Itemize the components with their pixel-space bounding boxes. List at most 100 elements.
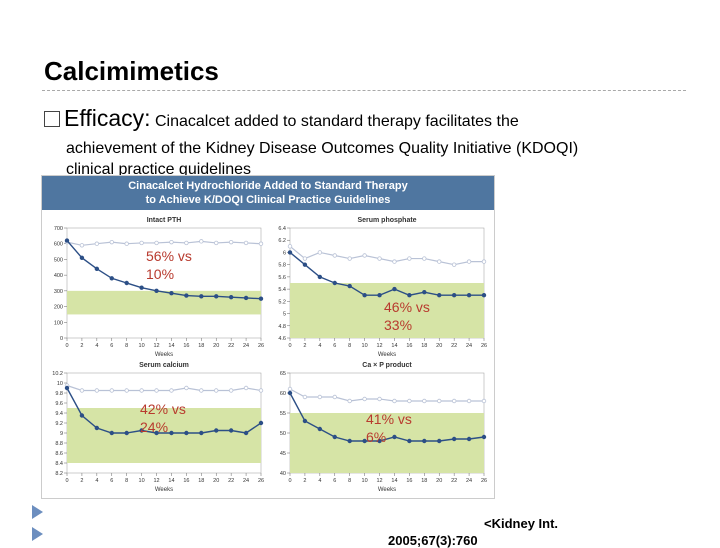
data-point-control xyxy=(228,388,234,393)
series-line-control xyxy=(289,388,484,402)
annotation-pth: 56% vs 10% xyxy=(146,248,192,282)
y-tick-label: 9.4 xyxy=(55,411,63,417)
x-tick-label: 20 xyxy=(213,343,219,349)
data-point-control xyxy=(422,256,427,261)
data-point-control xyxy=(109,239,114,245)
x-tick-label: 18 xyxy=(198,478,204,484)
citation: <Kidney Int. xyxy=(484,516,559,531)
x-tick-label: 14 xyxy=(391,343,397,349)
data-point-cinacalcet xyxy=(228,428,234,433)
data-point-control xyxy=(228,239,234,245)
data-point-control xyxy=(258,388,264,393)
data-point-cinacalcet xyxy=(154,288,159,294)
data-point-cinacalcet xyxy=(64,238,70,243)
y-tick-label: 5.6 xyxy=(278,275,286,281)
y-tick-label: 200 xyxy=(54,305,63,311)
data-point-control xyxy=(79,388,85,393)
arrow-bullet-icon xyxy=(32,527,43,541)
x-tick-label: 24 xyxy=(243,343,249,349)
y-tick-label: 5.2 xyxy=(278,299,286,305)
x-tick-label: 14 xyxy=(168,478,174,484)
x-tick-label: 10 xyxy=(362,478,368,484)
data-point-cinacalcet xyxy=(437,293,442,298)
data-point-cinacalcet xyxy=(228,294,234,300)
x-tick-label: 6 xyxy=(333,478,336,484)
y-tick-label: 6.4 xyxy=(278,226,286,232)
x-tick-label: 22 xyxy=(451,478,457,484)
x-tick-label: 16 xyxy=(406,343,412,349)
y-tick-label: 8.4 xyxy=(55,461,63,467)
x-tick-label: 12 xyxy=(376,478,382,484)
bullet-efficacy: Efficacy: Cinacalcet added to standard t… xyxy=(44,107,684,132)
y-tick-label: 300 xyxy=(54,289,63,295)
data-point-control xyxy=(347,398,352,404)
data-point-control xyxy=(302,394,308,400)
x-tick-label: 0 xyxy=(288,478,291,484)
x-tick-label: 18 xyxy=(198,343,204,349)
data-point-cinacalcet xyxy=(214,294,219,299)
data-point-control xyxy=(407,256,412,261)
x-tick-label: 6 xyxy=(110,478,113,484)
x-tick-label: 8 xyxy=(125,478,128,484)
x-axis-label: Weeks xyxy=(155,487,173,493)
y-tick-label: 4.6 xyxy=(278,336,286,342)
x-tick-label: 24 xyxy=(466,343,472,349)
x-tick-label: 4 xyxy=(318,343,321,349)
x-tick-label: 20 xyxy=(436,343,442,349)
x-tick-label: 12 xyxy=(153,343,159,349)
data-point-control xyxy=(94,241,100,246)
data-point-control xyxy=(302,256,308,261)
data-point-control xyxy=(214,388,219,393)
data-point-cinacalcet xyxy=(109,430,114,436)
x-tick-label: 8 xyxy=(125,343,128,349)
data-point-cinacalcet xyxy=(287,390,293,396)
citation-continued: 2005;67(3):760 xyxy=(388,533,478,548)
x-tick-label: 4 xyxy=(95,343,98,349)
data-point-cinacalcet xyxy=(377,438,382,444)
y-tick-label: 65 xyxy=(280,371,286,377)
y-tick-label: 9.8 xyxy=(55,391,63,397)
x-axis-label: Weeks xyxy=(378,352,396,358)
x-tick-label: 0 xyxy=(65,478,68,484)
data-point-cinacalcet xyxy=(362,438,367,444)
x-tick-label: 26 xyxy=(481,343,487,349)
data-point-cinacalcet xyxy=(124,430,129,436)
y-tick-label: 8.2 xyxy=(55,471,63,477)
x-tick-label: 2 xyxy=(80,478,83,484)
data-point-cinacalcet xyxy=(184,293,189,298)
y-tick-label: 5 xyxy=(283,312,286,318)
figure-header-line-2: to Achieve K/DOQI Clinical Practice Guid… xyxy=(145,194,391,206)
chart-title: Ca × P product xyxy=(362,362,412,369)
x-tick-label: 8 xyxy=(348,343,351,349)
x-tick-label: 22 xyxy=(228,343,234,349)
x-tick-label: 26 xyxy=(258,343,264,349)
series-line-control xyxy=(66,240,262,246)
data-point-control xyxy=(317,394,323,400)
y-tick-label: 700 xyxy=(54,226,63,232)
data-point-control xyxy=(377,396,382,402)
x-axis-label: Weeks xyxy=(378,487,396,493)
data-point-control xyxy=(94,388,100,393)
data-point-cinacalcet xyxy=(481,434,487,440)
data-point-control xyxy=(199,239,204,244)
target-band xyxy=(290,413,484,473)
y-tick-label: 400 xyxy=(54,273,63,279)
data-point-cinacalcet xyxy=(422,438,427,444)
data-point-cinacalcet xyxy=(451,436,457,442)
x-tick-label: 2 xyxy=(303,478,306,484)
bullet-text-continued: achievement of the Kidney Disease Outcom… xyxy=(66,138,578,180)
series-line-cinacalcet xyxy=(289,392,485,442)
data-point-control xyxy=(124,241,129,246)
data-point-control xyxy=(332,394,337,400)
x-tick-label: 14 xyxy=(168,343,174,349)
series-line-cinacalcet xyxy=(66,240,262,300)
data-point-cinacalcet xyxy=(347,438,352,444)
chart-title: Serum phosphate xyxy=(357,217,416,224)
x-tick-label: 14 xyxy=(391,478,397,484)
data-point-cinacalcet xyxy=(481,293,487,298)
x-tick-label: 16 xyxy=(183,343,189,349)
y-tick-label: 600 xyxy=(54,242,63,248)
x-tick-label: 26 xyxy=(258,478,264,484)
data-point-control xyxy=(332,253,337,258)
